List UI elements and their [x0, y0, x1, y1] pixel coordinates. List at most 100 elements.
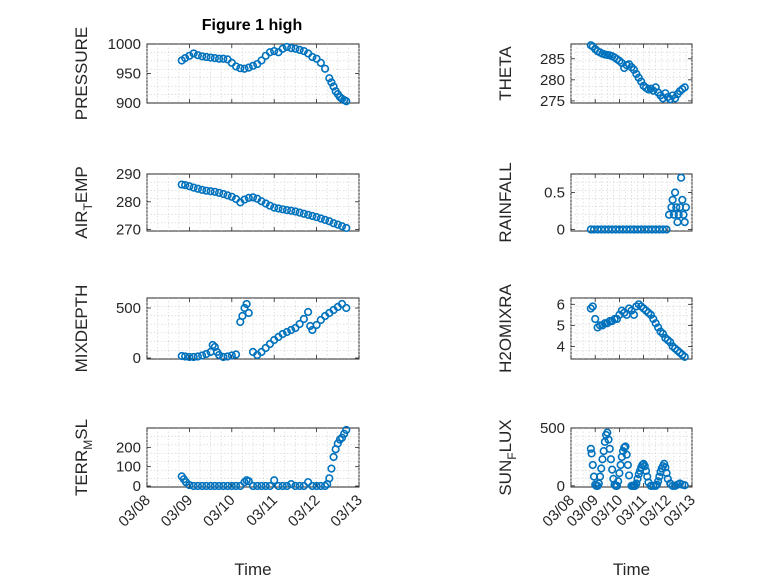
- data-point: [677, 173, 686, 182]
- data-point: [278, 205, 287, 214]
- data-point: [304, 307, 313, 317]
- data-point: [329, 82, 338, 91]
- data-point: [219, 352, 228, 362]
- data-point: [295, 319, 304, 329]
- data-point: [632, 479, 641, 488]
- x-axis-label: Time: [613, 560, 650, 579]
- data-point: [208, 340, 217, 350]
- data-point: [278, 481, 287, 491]
- data-point: [658, 225, 668, 234]
- subplot-air-temp: 270 280 290 AIRTEMP: [72, 166, 360, 239]
- data-point: [270, 476, 279, 485]
- data-point: [327, 78, 336, 87]
- data-point: [253, 481, 262, 491]
- data-point: [308, 325, 317, 335]
- data-point: [210, 187, 219, 196]
- data-point: [257, 56, 266, 65]
- data-point: [614, 477, 623, 486]
- subplot-sun-flux: 0500SUNFLUX03/0803/0903/1003/1103/1203/1…: [496, 419, 699, 579]
- data-point: [291, 207, 300, 216]
- data-point: [189, 481, 198, 491]
- data-point: [304, 210, 313, 219]
- data-point: [240, 303, 249, 313]
- data-point: [193, 51, 202, 60]
- data-point: [624, 471, 634, 480]
- data-point: [680, 352, 689, 361]
- data-point: [202, 349, 211, 359]
- data-point: [238, 311, 247, 321]
- data-point: [193, 184, 202, 193]
- y-tick-label: 280: [116, 194, 141, 211]
- y-tick-label: 1000: [108, 36, 141, 53]
- data-point: [312, 54, 321, 63]
- data-point: [680, 218, 689, 227]
- data-point: [227, 351, 236, 360]
- data-point: [299, 209, 308, 218]
- data-point: [219, 189, 228, 199]
- data-point: [242, 299, 251, 309]
- data-point: [223, 352, 232, 361]
- data-point: [325, 217, 334, 226]
- data-point: [312, 212, 321, 222]
- data-point: [198, 52, 207, 61]
- data-point: [605, 444, 614, 453]
- data-point: [181, 352, 190, 361]
- data-point: [261, 343, 270, 353]
- data-points: [177, 299, 351, 362]
- data-point: [274, 204, 283, 213]
- y-tick-label: 4: [557, 338, 565, 355]
- y-tick-label: 6: [557, 296, 565, 313]
- y-tick-label: 285: [540, 51, 565, 68]
- data-point: [629, 310, 639, 319]
- data-point: [248, 193, 258, 202]
- data-point: [270, 46, 279, 56]
- y-tick-label: 900: [116, 95, 141, 112]
- data-point: [240, 64, 249, 73]
- data-point: [240, 195, 249, 204]
- y-tick-label: 500: [116, 300, 141, 317]
- data-point: [320, 215, 330, 224]
- data-point: [185, 480, 194, 490]
- y-axis-label: THETA: [496, 46, 515, 101]
- y-axis-label: SUNFLUX: [496, 419, 519, 495]
- x-axis-label: Time: [234, 560, 271, 579]
- data-point: [598, 455, 607, 464]
- data-points: [177, 42, 351, 106]
- x-tick-label: 03/13: [327, 492, 366, 531]
- data-point: [257, 481, 266, 491]
- y-tick-label: 0.5: [544, 185, 565, 202]
- data-points: [586, 173, 691, 234]
- data-point: [214, 481, 224, 491]
- data-point: [597, 464, 606, 473]
- data-point: [587, 449, 596, 458]
- data-point: [198, 481, 207, 491]
- data-point: [248, 481, 258, 491]
- data-point: [672, 203, 681, 212]
- data-point: [202, 186, 211, 195]
- data-point: [206, 481, 215, 491]
- data-point: [606, 455, 616, 464]
- data-point: [214, 54, 224, 63]
- data-point: [227, 192, 236, 201]
- data-point: [640, 462, 649, 471]
- data-point: [185, 182, 194, 191]
- data-point: [244, 63, 253, 72]
- data-point: [342, 223, 351, 233]
- data-points: [586, 428, 689, 490]
- data-point: [219, 481, 228, 491]
- data-point: [586, 304, 595, 313]
- y-axis-label: H2OMIXRA: [496, 283, 515, 372]
- figure-title: Figure 1 high: [202, 17, 302, 34]
- data-point: [185, 51, 194, 60]
- y-tick-label: 500: [540, 420, 565, 437]
- data-point: [320, 64, 330, 73]
- data-point: [316, 58, 325, 67]
- subplot-theta: 275 280 285 THETA: [496, 41, 693, 110]
- data-points: [177, 425, 351, 491]
- data-point: [236, 64, 245, 73]
- data-point: [231, 481, 241, 491]
- data-point: [189, 49, 198, 58]
- data-point: [588, 302, 597, 311]
- y-axis-label: PRESSURE: [72, 27, 91, 121]
